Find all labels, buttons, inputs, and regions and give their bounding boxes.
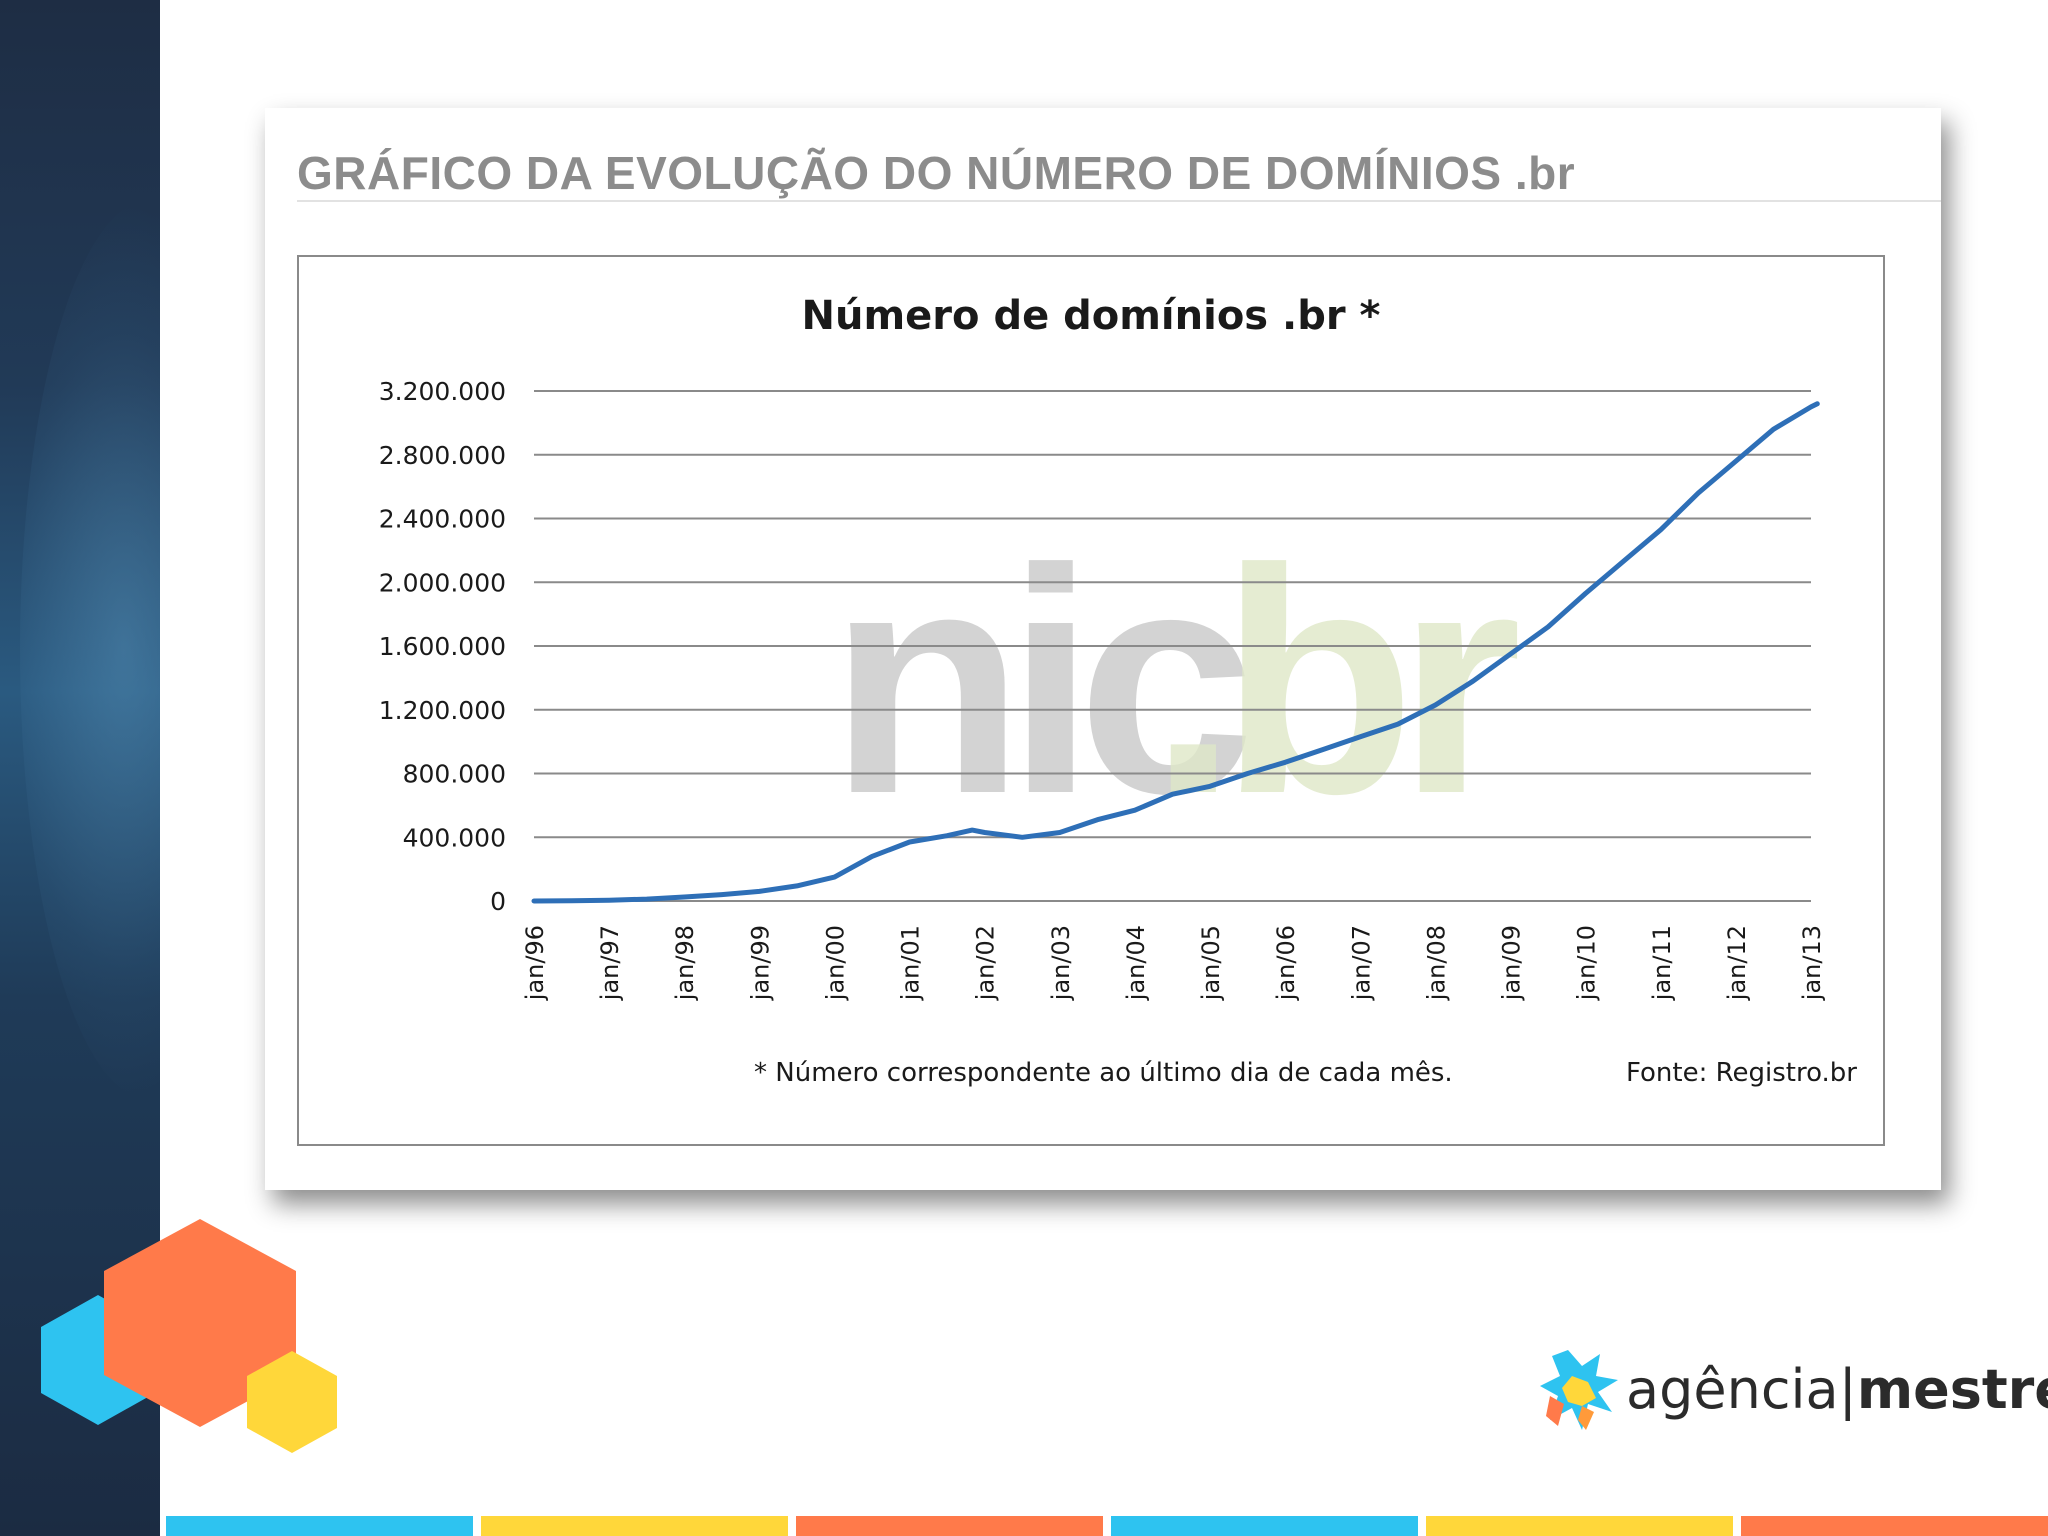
title-divider <box>297 200 1941 202</box>
y-tick-label: 800.000 <box>403 760 506 789</box>
star-burst-icon <box>1540 1350 1618 1430</box>
x-tick-label: jan/11 <box>1648 925 1676 1001</box>
bottom-bar <box>796 1516 1103 1536</box>
x-tick-label: jan/08 <box>1422 925 1450 1001</box>
chart-source: Fonte: Registro.br <box>1626 1058 1857 1088</box>
series-line <box>531 401 1820 904</box>
x-tick-label: jan/98 <box>671 925 699 1001</box>
y-tick-label: 400.000 <box>403 823 506 852</box>
logo-word-light: agência <box>1626 1358 1839 1421</box>
y-tick-label: 1.200.000 <box>379 696 506 725</box>
chart-footnote: * Número correspondente ao último dia de… <box>754 1058 1453 1088</box>
slide-title: GRÁFICO DA EVOLUÇÃO DO NÚMERO DE DOMÍNIO… <box>297 147 1576 199</box>
x-tick-label: jan/05 <box>1197 925 1225 1001</box>
y-tick-label: 1.600.000 <box>379 632 506 661</box>
watermark-nic: nic <box>829 502 1247 860</box>
x-tick-label: jan/10 <box>1573 925 1601 1001</box>
bottom-color-bars <box>166 1516 2048 1536</box>
x-tick-label: jan/06 <box>1272 925 1300 1001</box>
y-tick-label: 2.000.000 <box>379 568 506 597</box>
x-tick-label: jan/97 <box>596 925 624 1001</box>
x-tick-label: jan/00 <box>821 925 849 1001</box>
x-tick-label: jan/01 <box>897 925 925 1001</box>
decor-hexagons <box>41 1219 337 1453</box>
agencia-mestre-logo: agência|mestre <box>1538 1346 2048 1436</box>
x-tick-label: jan/04 <box>1122 925 1150 1001</box>
x-tick-label: jan/12 <box>1723 925 1751 1001</box>
left-decor-strip <box>0 0 160 1536</box>
x-tick-label: jan/96 <box>521 925 549 1001</box>
domains-line-chart: nic.br 0 400.000 800.000 1.200.000 1.600.000 2… <box>379 293 1858 1088</box>
chart-frame: nic .br 0 400.000 800.000 1.200.000 1.600.000 2… <box>297 255 1885 1146</box>
hex-yellow <box>247 1351 337 1453</box>
bottom-bar <box>1741 1516 2048 1536</box>
watermark-br: .br <box>1149 502 1517 860</box>
x-tick-label: jan/99 <box>746 925 774 1001</box>
x-tick-label: jan/09 <box>1498 925 1526 1001</box>
bottom-bar <box>1426 1516 1733 1536</box>
bottom-bar <box>481 1516 788 1536</box>
bottom-bar <box>1111 1516 1418 1536</box>
y-tick-label: 2.400.000 <box>379 505 506 534</box>
y-tick-label: 0 <box>490 887 506 916</box>
decor-swoosh <box>20 200 160 1100</box>
logo-separator: | <box>1838 1358 1857 1421</box>
x-tick-label: jan/02 <box>972 925 1000 1001</box>
logo-word-bold: mestre <box>1856 1358 2048 1421</box>
chart-title: Número de domínios .br * <box>802 293 1381 339</box>
y-tick-label: 3.200.000 <box>379 377 506 406</box>
logo-wordmark: agência|mestre <box>1626 1358 2048 1421</box>
x-tick-label: jan/13 <box>1798 925 1826 1001</box>
x-tick-label: jan/03 <box>1047 925 1075 1001</box>
x-tick-label: jan/07 <box>1347 925 1375 1001</box>
y-tick-label: 2.800.000 <box>379 441 506 470</box>
hex-orange <box>104 1219 296 1427</box>
bottom-bar <box>166 1516 473 1536</box>
chart-card: GRÁFICO DA EVOLUÇÃO DO NÚMERO DE DOMÍNIO… <box>265 108 1941 1190</box>
